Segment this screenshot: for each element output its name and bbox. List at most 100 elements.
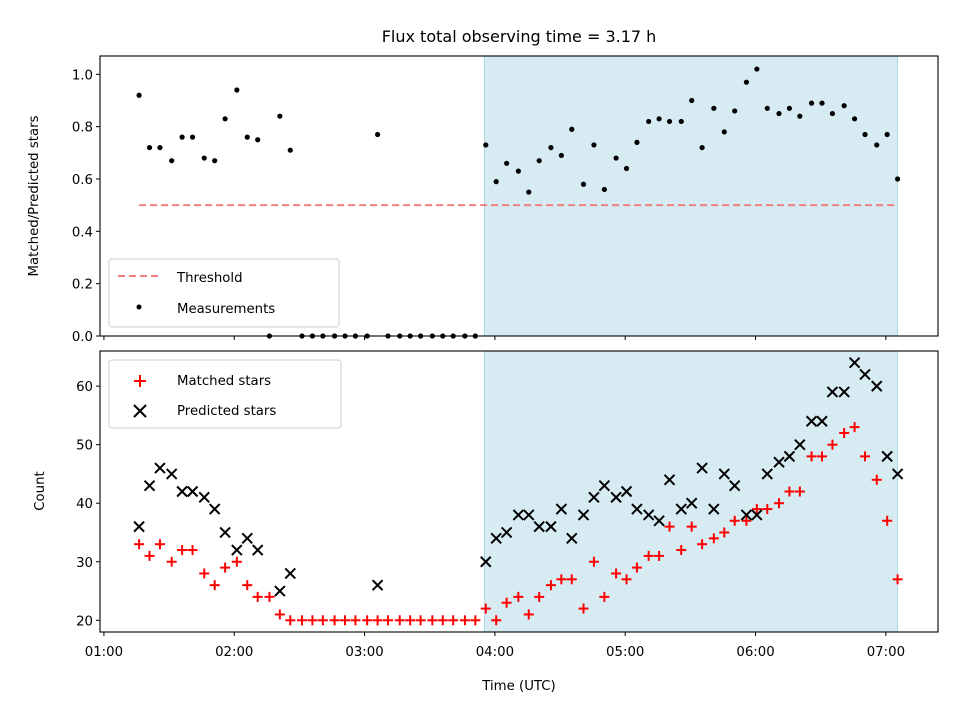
x-tick-label: 06:00: [736, 645, 774, 660]
measurement-point: [558, 152, 564, 159]
bottom-y-axis-label: Count: [33, 471, 48, 511]
matched-star-point: [849, 422, 860, 433]
predicted-star-point: [794, 438, 806, 451]
predicted-star-point: [783, 450, 796, 463]
measurement-point: [656, 116, 662, 122]
matched-star-point: [611, 568, 622, 579]
measurement-point: [721, 129, 727, 135]
top-y-axis-label: Matched/Predicted stars: [27, 115, 42, 276]
legend-predicted-label: Predicted stars: [177, 404, 276, 419]
predicted-star-point: [642, 509, 655, 521]
measurement-point: [287, 147, 293, 153]
measurement-point: [678, 118, 684, 125]
top-y-axis: 0.0 0.2 0.4 0.6 0.8 1.0: [72, 68, 100, 345]
measurement-point: [526, 189, 532, 195]
measurement-point: [201, 155, 207, 161]
measurement-point: [569, 126, 575, 132]
matched-star-point: [566, 574, 577, 585]
measurement-point: [841, 103, 847, 109]
matched-star-point: [242, 580, 253, 591]
matched-star-point: [871, 474, 882, 485]
predicted-star-point: [848, 357, 861, 369]
predicted-star-point: [251, 544, 264, 556]
predicted-star-point: [231, 544, 243, 556]
y-tick-label: 1.0: [72, 68, 93, 83]
matched-star-point: [882, 515, 893, 526]
matched-star-point: [729, 515, 740, 526]
observing-window-band: [483, 350, 899, 633]
legend-predicted-swatch: [133, 404, 147, 418]
y-tick-label: 0.8: [72, 121, 93, 136]
bottom-legend: Matched stars Predicted stars: [108, 359, 342, 429]
y-tick-label: 30: [76, 556, 93, 571]
predicted-star-point: [751, 509, 763, 521]
measurement-point: [536, 158, 542, 164]
measurement-point: [515, 168, 521, 174]
matched-star-point: [892, 574, 903, 585]
measurement-point: [699, 144, 705, 151]
legend-matched-swatch: [134, 375, 146, 387]
bottom-axes-frame: [99, 350, 939, 633]
matched-star-point: [459, 615, 470, 626]
matched-star-point: [134, 539, 145, 550]
measurement-point: [255, 137, 261, 143]
measurement-point: [732, 108, 738, 114]
predicted-star-point: [154, 462, 166, 474]
predicted-star-point: [881, 450, 893, 463]
predicted-star-point: [198, 491, 210, 504]
predicted-star-point: [871, 380, 883, 392]
matched-star-point: [220, 562, 231, 573]
predicted-star-point: [480, 556, 492, 568]
predicted-star-point: [274, 585, 286, 597]
predicted-star-point: [838, 386, 850, 398]
top-panel: 0.0 0.2 0.4 0.6 0.8 1.0 Matched/Predicted sta…: [27, 55, 939, 345]
matched-star-point: [588, 556, 599, 567]
matched-star-point: [806, 451, 817, 462]
predicted-star-point: [675, 503, 687, 515]
bottom-observing-window: [483, 350, 899, 633]
matched-star-point: [448, 615, 459, 626]
matched-star-point: [297, 615, 308, 626]
matched-star-point: [794, 486, 805, 497]
matched-star-point: [362, 615, 373, 626]
measurement-point: [808, 100, 815, 106]
predicted-star-point: [610, 491, 622, 504]
measurement-point: [146, 144, 153, 151]
predicted-star-point: [186, 485, 199, 498]
matched-star-point: [166, 556, 177, 567]
measurement-point: [623, 165, 630, 172]
predicted-star-point: [284, 567, 296, 580]
matched-star-point: [676, 545, 687, 556]
measurement-point: [764, 105, 770, 111]
measurement-point: [234, 87, 240, 93]
predicted-star-point: [545, 520, 557, 533]
matched-star-point: [285, 615, 296, 626]
predicted-star-point: [696, 462, 708, 474]
predicted-star-point: [598, 479, 611, 492]
bottom-panel: 20 30 40 50 60 01:00 02:00 03:00 04:00 05:00 06:0…: [33, 350, 939, 694]
predicted-star-point: [740, 509, 753, 521]
measurement-point: [548, 144, 554, 151]
matched-star-point: [621, 574, 632, 585]
matched-star-point: [264, 591, 275, 602]
bottom-x-axis: 01:00 02:00 03:00 04:00 05:00 06:00 07:00: [85, 632, 905, 660]
measurement-point: [884, 131, 890, 138]
x-tick-label: 04:00: [476, 645, 514, 660]
predicted-star-point: [761, 468, 773, 480]
matched-star-point: [154, 539, 165, 550]
top-x-ticks: [103, 336, 887, 340]
matched-star-point: [631, 562, 642, 573]
top-legend: Threshold Measurements: [108, 258, 340, 328]
matched-star-point: [599, 591, 610, 602]
legend-matched-label: Matched stars: [177, 374, 271, 389]
measurement-point: [776, 110, 782, 117]
matched-star-point: [480, 603, 491, 614]
measurement-point: [136, 92, 142, 98]
predicted-star-point: [773, 456, 785, 468]
matched-star-point: [774, 498, 785, 509]
measurement-point: [222, 116, 228, 122]
measurement-point: [504, 160, 510, 166]
matched-star-point: [523, 609, 534, 620]
matched-star-point: [317, 615, 328, 626]
